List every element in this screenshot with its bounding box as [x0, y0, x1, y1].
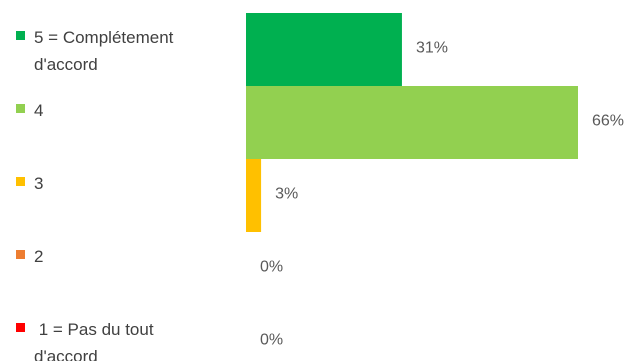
legend-label-5-line-1: 1 = Pas du tout [34, 320, 154, 339]
legend-label-4: 2 [34, 247, 43, 266]
legend-label-1-line-2: d'accord [34, 55, 98, 74]
legend-label-3: 3 [34, 174, 43, 193]
legend-marker-4 [16, 250, 25, 259]
legend-label-5-line-2: d'accord [34, 347, 98, 361]
legend-marker-3 [16, 177, 25, 186]
value-label-5: 0% [260, 332, 283, 349]
value-label-4: 0% [260, 259, 283, 276]
value-label-2: 66% [592, 113, 624, 130]
legend-marker-2 [16, 104, 25, 113]
legend-marker-1 [16, 31, 25, 40]
value-label-1: 31% [416, 40, 448, 57]
legend-label-1-line-1: 5 = Complétement [34, 28, 174, 47]
bar-3 [246, 159, 262, 232]
value-label-3: 3% [275, 186, 298, 203]
legend-marker-5 [16, 323, 25, 332]
bar-2 [246, 86, 578, 159]
legend-label-2: 4 [34, 101, 43, 120]
bar-1 [246, 13, 402, 86]
